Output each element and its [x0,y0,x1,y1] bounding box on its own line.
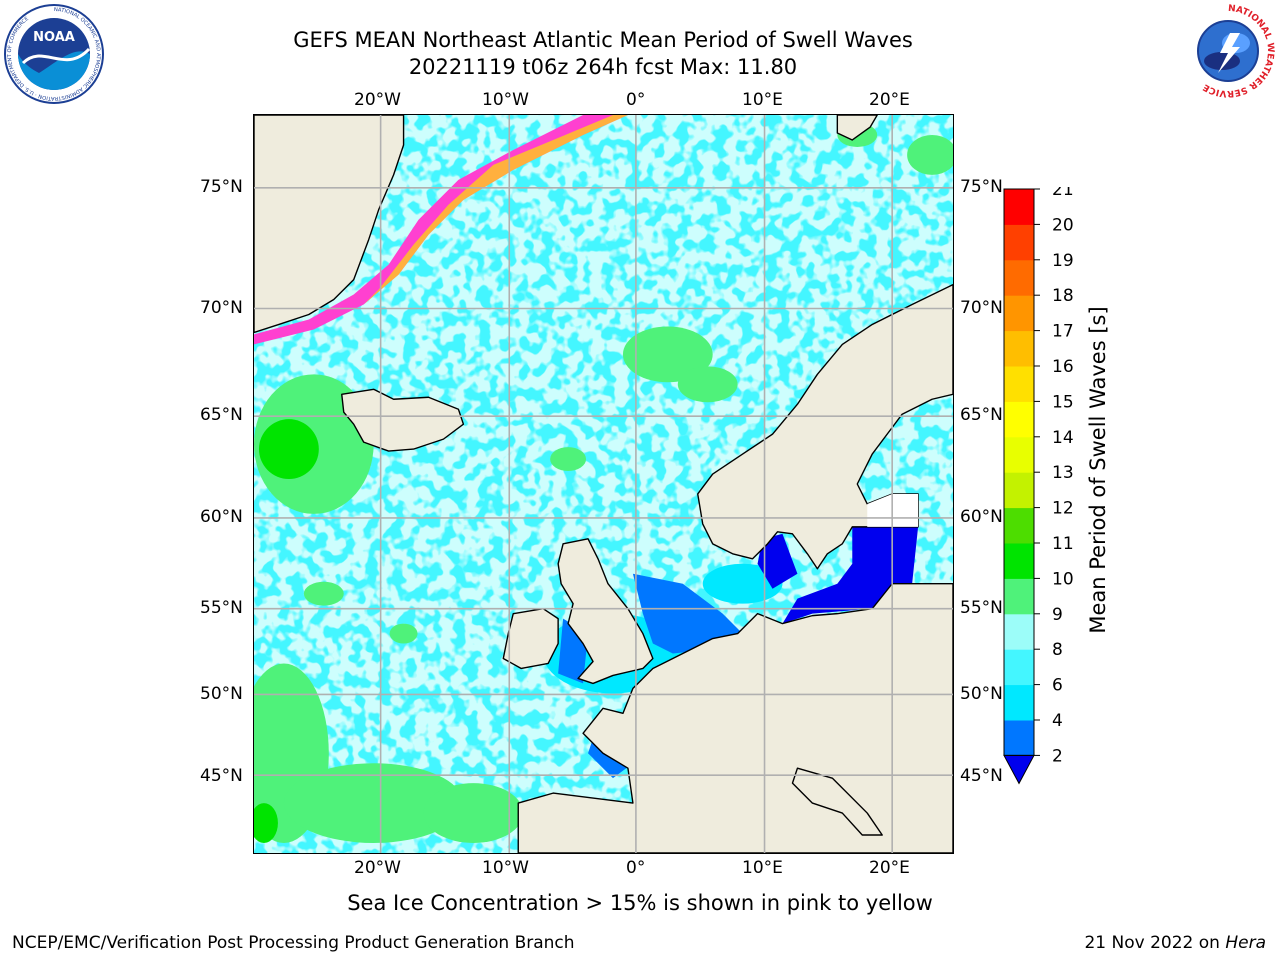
colorbar-tick-label: 8 [1052,640,1063,660]
colorbar-cell [1004,684,1034,721]
colorbar-cell [1004,224,1034,261]
svalbard [836,115,878,141]
colorbar-tick-label: 10 [1052,569,1074,589]
lon-label-bottom: 10°W [482,858,529,878]
chart-title: GEFS MEAN Northeast Atlantic Mean Period… [293,28,913,52]
lat-label-right: 75°N [960,177,1003,197]
sea-ice-note: Sea Ice Concentration > 15% is shown in … [347,891,933,915]
graticule [254,115,953,853]
lon-label-bottom: 20°E [869,858,910,878]
colorbar-tick-label: 14 [1052,428,1074,448]
lon-label-bottom: 20°W [354,858,401,878]
colorbar-cell [1004,578,1034,615]
colorbar-tick-label: 2 [1052,746,1063,766]
lat-label-left: 60°N [200,507,243,527]
lon-label-bottom: 10°E [742,858,783,878]
footer-credit: NCEP/EMC/Verification Post Processing Pr… [12,933,575,953]
lon-label-top: 0° [626,90,646,110]
lat-label-right: 65°N [960,405,1003,425]
nws-logo: NATIONAL WEATHER SERVICE [1182,4,1275,98]
lon-label-bottom: 0° [626,858,646,878]
colorbar-tick-label: 15 [1052,392,1074,412]
footer-machine: Hera [1225,933,1266,953]
colorbar-tick-label: 17 [1052,322,1074,342]
colorbar-tick-label: 11 [1052,534,1074,554]
chart-subtitle: 20221119 t06z 264h fcst Max: 11.80 [408,55,798,79]
lon-label-top: 10°W [482,90,529,110]
colorbar-cell [1004,507,1034,544]
colorbar-tick-label: 18 [1052,286,1074,306]
colorbar-cell [1004,720,1034,756]
continental-europe [517,583,953,853]
colorbar-cell [1004,543,1034,579]
lon-label-top: 20°W [354,90,401,110]
iceland [341,388,465,452]
colorbar-tick-label: 20 [1052,215,1074,235]
lat-label-right: 70°N [960,298,1003,318]
ireland [502,607,559,670]
colorbar: 2 4 6 8 9 10 11 12 13 14 15 16 17 18 19 20 21 [1003,187,1074,785]
lat-label-left: 65°N [200,405,243,425]
colorbar-tick-label: 9 [1052,605,1063,625]
lat-label-right: 50°N [960,684,1003,704]
lat-label-right: 55°N [960,598,1003,618]
greenland [254,115,405,334]
lon-label-top: 20°E [869,90,910,110]
colorbar-cell [1004,436,1034,473]
swell-10-11s-areas [254,419,319,843]
colorbar-label: Mean Period of Swell Waves [s] [1086,306,1110,634]
colorbar-cell [1004,472,1034,509]
lat-label-left: 70°N [200,298,243,318]
lat-label-left: 75°N [200,177,243,197]
colorbar-tick-label: 4 [1052,711,1063,731]
lat-label-left: 45°N [200,766,243,786]
colorbar-tick-label: 13 [1052,463,1074,483]
lon-label-top: 10°E [742,90,783,110]
great-britain [557,538,654,685]
map-panel [253,114,954,854]
svg-text:NOAA: NOAA [33,30,75,45]
colorbar-cell [1004,330,1034,367]
footer-date: 21 Nov 2022 on Hera [1084,933,1266,953]
lat-label-right: 60°N [960,507,1003,527]
colorbar-cell [1004,295,1034,332]
italy [791,767,883,836]
colorbar-cell [1004,189,1034,225]
lat-label-left: 55°N [200,598,243,618]
colorbar-tick-label: 6 [1052,676,1063,696]
colorbar-tick-label: 21 [1052,187,1074,200]
colorbar-cell [1004,613,1034,650]
lat-label-right: 45°N [960,766,1003,786]
colorbar-cell [1004,366,1034,402]
colorbar-cell [1004,649,1034,686]
colorbar-cell [1004,259,1034,296]
colorbar-cell [1004,401,1034,438]
colorbar-tick-label: 19 [1052,251,1074,271]
lat-label-left: 50°N [200,684,243,704]
colorbar-tick-label: 16 [1052,357,1074,377]
noaa-logo: NATIONAL OCEANIC AND ATMOSPHERIC ADMINIS… [4,4,104,104]
colorbar-extend-arrow [1003,754,1035,785]
footer-date-text: 21 Nov 2022 on [1084,933,1226,953]
colorbar-tick-label: 12 [1052,499,1074,519]
